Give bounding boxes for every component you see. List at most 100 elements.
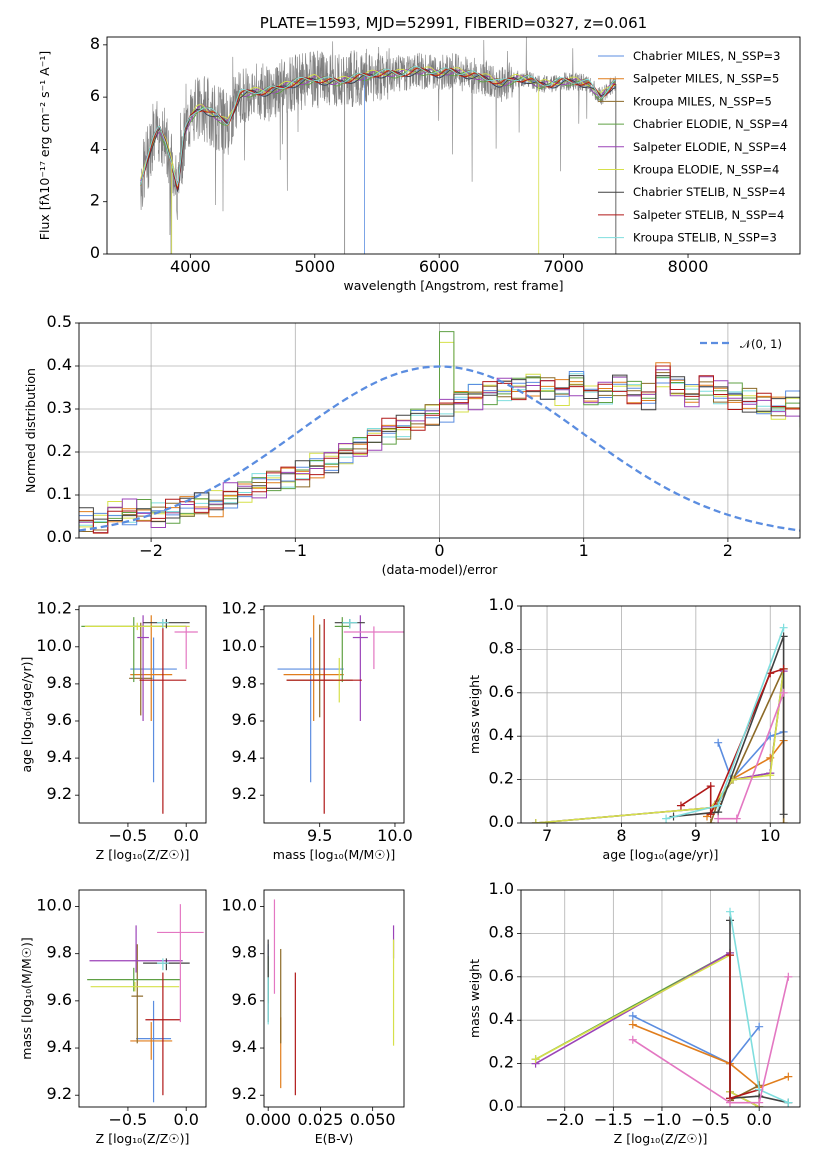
x-tick-label: 0.025 bbox=[298, 1110, 344, 1129]
chart-mass_vs_ebv: 0.000 0.025 0.050 9.2 9.4 9.6 9.8 10.0 E(B-V) bbox=[221, 889, 405, 1146]
weight-marker bbox=[779, 688, 788, 697]
weight-marker bbox=[531, 819, 540, 823]
y-tick-label: 0.4 bbox=[489, 725, 514, 744]
y-tick-label: 9.4 bbox=[232, 1037, 257, 1056]
axes-frame bbox=[78, 322, 801, 539]
y-tick-label: 10.2 bbox=[36, 599, 72, 618]
weight-marker bbox=[628, 1020, 637, 1029]
y-tick-label: 0.2 bbox=[489, 1053, 514, 1072]
axes-frame bbox=[78, 889, 207, 1108]
y-tick-label: 0.2 bbox=[489, 769, 514, 788]
y-axis-label: mass weight bbox=[467, 675, 482, 754]
x-tick-label: 10 bbox=[760, 826, 780, 845]
weight-marker bbox=[714, 738, 723, 747]
y-tick-label: 10.0 bbox=[36, 896, 72, 915]
x-tick-label: 5000 bbox=[294, 257, 335, 276]
y-tick-label: 0.8 bbox=[489, 922, 514, 941]
x-tick-label: −2 bbox=[139, 541, 163, 560]
x-tick-label: 10.0 bbox=[377, 826, 413, 845]
y-tick-label: 10.0 bbox=[36, 636, 72, 655]
x-axis-label: E(B-V) bbox=[315, 1131, 354, 1146]
y-tick-label: 0.5 bbox=[47, 312, 72, 331]
y-tick-label: 0.2 bbox=[47, 441, 72, 460]
weight-marker bbox=[706, 810, 715, 819]
legend: 𝒩(0, 1) bbox=[700, 337, 782, 351]
chart-residuals: −2 −1 0 1 2 0.0 0.1 0.2 0.3 0.4 0.5 (data-model)/er… bbox=[23, 312, 801, 577]
y-tick-label: 2 bbox=[90, 191, 100, 210]
weight-marker bbox=[784, 972, 793, 981]
x-tick-label: −1.5 bbox=[594, 1110, 633, 1129]
observed-spectrum bbox=[140, 37, 617, 254]
weight-marker bbox=[676, 801, 685, 810]
weight-line-chabrier_stelib bbox=[673, 636, 785, 818]
x-tick-label: 0.000 bbox=[245, 1110, 291, 1129]
x-tick-label: 4000 bbox=[170, 257, 211, 276]
legend-entry: Salpeter ELODIE, N_SSP=4 bbox=[633, 140, 787, 154]
weight-marker bbox=[779, 819, 788, 823]
y-tick-label: 9.4 bbox=[47, 1037, 72, 1056]
histogram-salpeter_elodie bbox=[79, 369, 800, 534]
x-tick-label: 0.050 bbox=[350, 1110, 396, 1129]
weight-marker bbox=[726, 916, 735, 925]
x-tick-label: 9 bbox=[691, 826, 701, 845]
weight-marker bbox=[706, 819, 715, 823]
chart-title: PLATE=1593, MJD=52991, FIBERID=0327, z=0… bbox=[260, 14, 647, 32]
legend-entry: Kroupa STELIB, N_SSP=3 bbox=[633, 231, 777, 245]
y-tick-label: 0 bbox=[90, 243, 100, 262]
y-tick-label: 0.6 bbox=[489, 966, 514, 985]
y-tick-label: 0.1 bbox=[47, 484, 72, 503]
y-tick-label: 6 bbox=[90, 86, 100, 105]
y-axis-label: Flux [fλ10⁻¹⁷ erg cm⁻² s⁻¹ A⁻¹] bbox=[37, 51, 52, 240]
weight-marker bbox=[784, 1098, 793, 1107]
x-tick-label: 6000 bbox=[419, 257, 460, 276]
y-tick-label: 1.0 bbox=[489, 879, 514, 898]
histogram-salpeter_stelib bbox=[79, 365, 800, 534]
legend-entry: Chabrier STELIB, N_SSP=4 bbox=[633, 185, 785, 199]
y-tick-label: 4 bbox=[90, 138, 100, 157]
x-axis-label: Z [log₁₀(Z/Z☉)] bbox=[614, 1131, 708, 1146]
y-tick-label: 10.0 bbox=[221, 636, 257, 655]
legend-entry: Chabrier MILES, N_SSP=3 bbox=[633, 49, 780, 63]
legend-entry: Salpeter STELIB, N_SSP=4 bbox=[633, 208, 784, 222]
y-tick-label: 9.2 bbox=[232, 1084, 257, 1103]
legend-entry: Salpeter MILES, N_SSP=5 bbox=[633, 72, 779, 86]
x-tick-label: −2.0 bbox=[545, 1110, 584, 1129]
axes-frame bbox=[263, 605, 405, 824]
histogram-chabrier_miles bbox=[79, 371, 800, 526]
weight-marker bbox=[726, 907, 735, 916]
x-tick-label: −1 bbox=[284, 541, 308, 560]
weight-line-pink bbox=[718, 692, 785, 820]
y-tick-label: 0.4 bbox=[47, 355, 72, 374]
axes-frame bbox=[263, 889, 405, 1108]
weight-marker bbox=[784, 1072, 793, 1081]
histogram-kroupa_stelib bbox=[79, 373, 800, 526]
weight-marker bbox=[531, 1055, 540, 1064]
errorbar-plot bbox=[267, 899, 395, 1096]
y-tick-label: 9.2 bbox=[47, 784, 72, 803]
x-tick-label: 2 bbox=[723, 541, 733, 560]
y-tick-label: 9.2 bbox=[47, 1084, 72, 1103]
axes-frame bbox=[78, 605, 207, 824]
x-tick-label: −1.0 bbox=[643, 1110, 682, 1129]
y-tick-label: 9.4 bbox=[232, 747, 257, 766]
x-tick-label: 8000 bbox=[668, 257, 709, 276]
x-axis-label: (data-model)/error bbox=[382, 562, 499, 577]
x-tick-label: −0.5 bbox=[109, 1110, 148, 1129]
legend-entry: 𝒩(0, 1) bbox=[740, 337, 782, 351]
y-tick-label: 9.6 bbox=[232, 990, 257, 1009]
y-tick-label: 0.0 bbox=[489, 812, 514, 831]
y-axis-label: mass weight bbox=[467, 959, 482, 1038]
y-tick-label: 9.8 bbox=[232, 673, 257, 692]
errorbar-plot bbox=[87, 904, 204, 1103]
y-tick-label: 9.6 bbox=[47, 710, 72, 729]
weight-plot bbox=[531, 623, 788, 823]
weight-marker bbox=[662, 814, 671, 823]
histogram-kroupa_elodie bbox=[79, 341, 800, 528]
weight-marker bbox=[766, 771, 775, 780]
x-tick-label: 0.0 bbox=[173, 826, 198, 845]
weight-line-salpeter_elodie bbox=[535, 670, 785, 823]
weight-marker bbox=[779, 810, 788, 819]
weight-line-salpeter_miles bbox=[632, 1023, 789, 1089]
legend-entry: Chabrier ELODIE, N_SSP=4 bbox=[633, 117, 788, 131]
histogram-plot bbox=[79, 331, 800, 534]
